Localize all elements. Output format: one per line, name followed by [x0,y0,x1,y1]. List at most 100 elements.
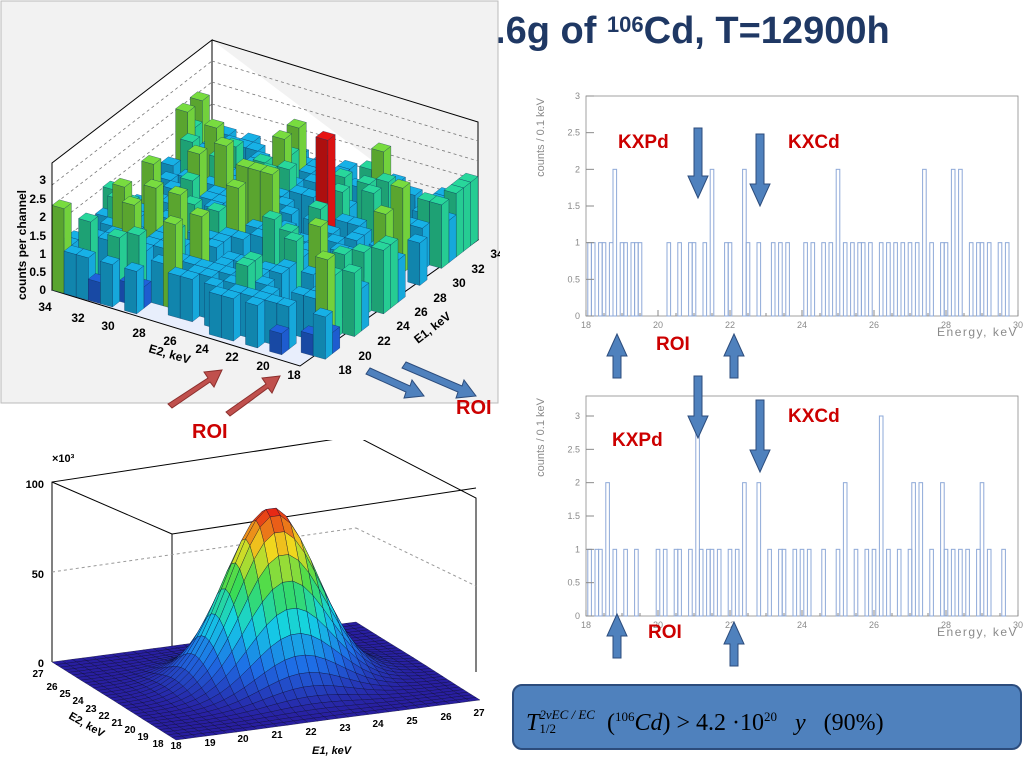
hist-bin [698,548,704,617]
hist-bin [986,242,992,317]
surface-e1-tick: 21 [271,730,283,741]
hist-ytick-label: 1 [575,238,580,248]
hist-bin [929,242,934,317]
hist-bin [810,242,816,317]
hist-bin [598,548,603,617]
surface-zticks: 0 50 100 [26,479,44,670]
surface-e1-tick: 18 [170,741,182,752]
lego-roi-annotations: ROI ROI [167,361,492,443]
lego-bar [269,324,290,356]
hist-xtick-label: 22 [725,620,735,630]
surface-e1-tick: 22 [305,727,317,738]
hist-bin [986,548,992,617]
formula-element: Cd [634,710,663,736]
hist-xtick-label: 22 [725,320,735,330]
hist-bin [612,168,618,317]
lego-e2-tick: 20 [256,359,270,373]
surface-cell [171,735,187,741]
surface-e2-tick: 20 [124,725,136,736]
lego-zlabel: counts per channel [15,190,29,300]
title-isotope-mass: 106 [606,12,644,37]
kxcd-label-bottom: KXCd [788,406,840,427]
hist-xtick-label: 20 [653,620,663,630]
hist-bin [612,548,618,617]
hist-bin [950,168,956,317]
surface-e1-tick: 20 [237,734,249,745]
lego-e1-tick: 18 [338,363,352,377]
hist-ytick-label: 3 [575,411,580,421]
hist-xticks: 18 20 22 24 26 28 30 [581,610,1023,630]
lego-e2-tick: 30 [101,319,115,333]
kxpd-arrow-bottom [687,375,709,440]
kxpd-arrow-top [687,127,709,200]
surface-mesh [51,507,481,741]
hist-bin [900,242,906,317]
lego-e1-tick: 24 [396,319,410,333]
hist-xtick-label: 20 [653,320,663,330]
hist-bins [587,415,1006,617]
lego-e2-tick: 24 [195,342,209,356]
hist-xtick-label: 30 [1013,620,1023,630]
formula-T: T [526,710,540,736]
hist-frame [585,395,1019,617]
hist-yticks: 0 0.5 1 1.5 2 2.5 3 [567,411,594,621]
hist-bin [792,548,798,617]
lego-bar [245,296,266,349]
lego-bar [100,255,121,308]
histogram-top: 18 20 22 24 26 28 30 0 0.5 1 1.5 2 2.5 3 counts / 0.1 … [535,91,1023,339]
surface-e1-tick: 24 [372,719,384,730]
surface-e2-tick: 27 [32,669,44,680]
surface-e2-tick: 18 [152,739,164,750]
formula-unit: y [795,710,806,736]
lego-e2-tick: 18 [287,368,301,382]
hist-bin [842,482,848,617]
surface-e1-tick: 19 [204,738,216,749]
surface-e2-tick: 25 [59,689,71,700]
hist-ytick-label: 0 [575,311,580,321]
hist-bin [821,548,826,617]
formula-sup: 2νEC / EC [539,707,595,723]
surface-e2-tick: 19 [137,732,149,743]
half-life-formula: T 2νEC / EC 1/2 (106Cd) > 4.2 ·1020 y (90%… [526,707,884,737]
lego-e1-tick: 28 [433,291,447,305]
hist-bin [1001,548,1006,617]
surface-e2-tick: 24 [72,696,84,707]
lego-e1-tick: 26 [414,305,428,319]
lego-e1-tick: 22 [377,334,391,348]
surface-back-top [171,487,477,535]
lego-ztick-1: 1 [39,247,46,261]
lego-e1-tick: 32 [471,262,485,276]
hist-ytick-label: 2 [575,478,580,488]
hist-bin [828,242,834,317]
lego-e2-tick: 22 [225,350,239,364]
histogram-annotations: KXPd KXCd ROI KXCd KXPd ROI [606,127,840,667]
hist-bin [623,242,628,317]
roi-arrow-up-top-2 [723,332,745,379]
hist-bin [605,482,610,617]
roi-arrow-red-2 [225,375,281,417]
hist-ylabel: counts / 0.1 keV [535,97,547,177]
surface-e1-tick: 27 [473,708,485,719]
hist-bin [911,482,916,617]
surface-e1-tick: 23 [339,723,351,734]
surface-ztick-50: 50 [32,569,44,581]
hist-bin [1004,242,1010,317]
hist-ytick-label: 0.5 [567,578,580,588]
hist-frame [585,95,1019,317]
roi-label-hist-top: ROI [656,334,690,355]
surface-ztick-100: 100 [26,479,44,491]
lego-bar [429,195,450,269]
formula-cl: (90%) [823,710,884,736]
lego-bar [179,270,200,323]
hist-bin [767,548,772,617]
hist-bin [742,482,747,617]
hist-ytick-label: 2.5 [567,128,580,138]
hist-ytick-label: 2 [575,164,580,174]
lego-bar [124,262,145,315]
hist-bin [677,548,682,617]
roi-arrow-blue-2 [401,361,477,399]
hist-bin [803,242,808,317]
lego-e1-tick: 20 [358,349,372,363]
surface-e1-ticks: 18 19 20 21 22 23 24 25 26 27 [170,708,485,752]
formula-mass: 106 [614,709,635,724]
